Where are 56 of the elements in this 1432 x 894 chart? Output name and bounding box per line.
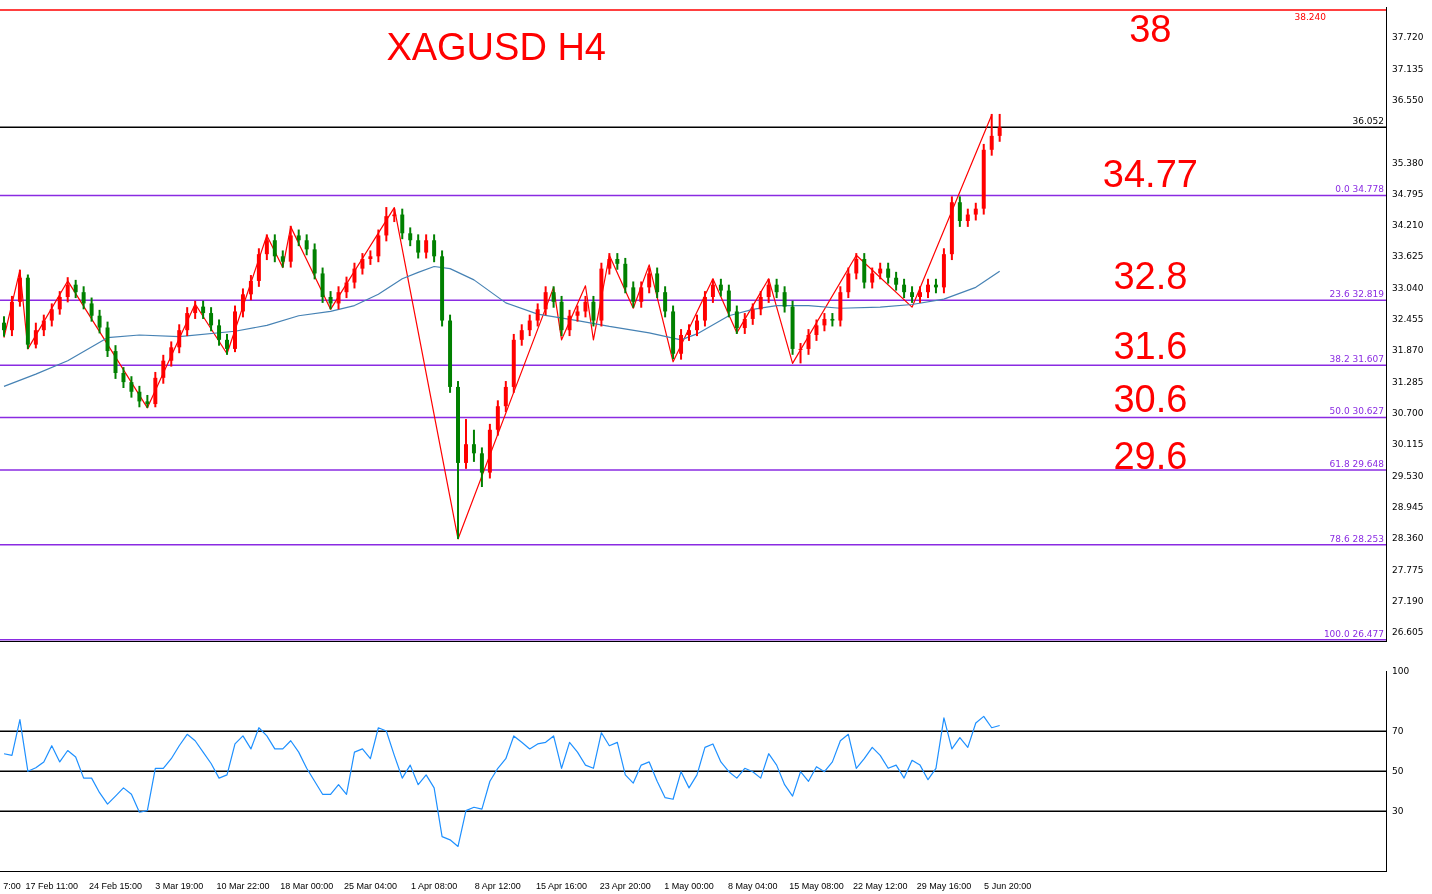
y-tick-label: 32.455 [1392, 314, 1424, 325]
ref-line-label: 38.2 31.607 [1329, 353, 1384, 364]
x-tick-label: 22 May 12:00 [852, 881, 908, 892]
x-tick-label: 7:00 [3, 881, 21, 892]
text: XAGUSD H4 [386, 26, 606, 69]
x-tick-label: 1 Apr 08:00 [411, 881, 458, 892]
x-tick-label: 25 Mar 04:00 [343, 881, 397, 892]
x-tick-label: 15 May 08:00 [789, 881, 844, 892]
x-tick-label: 3 Mar 19:00 [155, 881, 204, 892]
y-tick-label: 33.625 [1392, 251, 1424, 262]
annotation: 34.77 [1102, 153, 1198, 196]
x-tick-label: 10 Mar 22:00 [216, 881, 270, 892]
x-tick-label: 15 Apr 16:00 [536, 881, 588, 892]
y-tick-label: 31.870 [1392, 345, 1424, 356]
y-tick-label: 28.945 [1392, 501, 1424, 512]
y-tick-label: 100 [1392, 665, 1410, 676]
y-tick-label: 28.360 [1392, 533, 1424, 544]
y-tick-label: 30.700 [1392, 408, 1424, 419]
annotation: 30.6 [1113, 378, 1188, 421]
y-tick-label: 37.720 [1392, 32, 1424, 43]
x-tick-label: 8 Apr 12:00 [474, 881, 521, 892]
x-tick-label: 24 Feb 15:00 [88, 881, 143, 892]
annotation: 31.6 [1113, 325, 1188, 368]
x-tick-label: 23 Apr 20:00 [599, 881, 651, 892]
ref-line-label: 38.240 [1294, 11, 1327, 22]
ref-line-label: 50.0 30.627 [1329, 406, 1384, 417]
y-tick-label: 50 [1392, 765, 1404, 776]
ref-line-label: 61.8 29.648 [1329, 458, 1385, 469]
y-tick-label: 37.135 [1392, 63, 1424, 74]
y-tick-label: 34.210 [1392, 220, 1424, 231]
y-tick-label: 26.605 [1392, 627, 1424, 638]
y-tick-label: 31.285 [1392, 376, 1424, 387]
annotation: 32.8 [1113, 255, 1188, 298]
y-tick-label: 27.775 [1392, 564, 1424, 575]
annotation: 29.6 [1113, 435, 1188, 478]
x-tick-label: 1 May 00:00 [664, 881, 714, 892]
ref-line-label: 0.0 34.778 [1335, 184, 1385, 195]
ref-line-label: 36.052 [1352, 116, 1384, 127]
x-tick-label: 17 Feb 11:00 [25, 881, 78, 892]
y-tick-label: 36.550 [1392, 94, 1424, 105]
x-tick-label: 18 Mar 00:00 [280, 881, 334, 892]
x-tick-label: 29 May 16:00 [916, 881, 972, 892]
annotation: 38 [1129, 8, 1172, 51]
ref-line-label: 100.0 26.477 [1323, 628, 1384, 639]
ref-line-label: 78.6 28.253 [1329, 533, 1384, 544]
x-tick-label: 8 May 04:00 [727, 881, 778, 892]
x-tick-label: 5 Jun 20:00 [984, 881, 1032, 892]
y-tick-label: 29.530 [1392, 470, 1424, 481]
y-tick-label: 35.380 [1392, 157, 1424, 168]
ref-line-label: 23.6 32.819 [1329, 289, 1385, 300]
y-tick-label: 30 [1392, 805, 1404, 816]
y-tick-label: 70 [1392, 725, 1404, 736]
y-tick-label: 33.040 [1392, 282, 1424, 293]
y-tick-label: 30.115 [1392, 439, 1424, 450]
y-tick-label: 34.795 [1392, 188, 1424, 199]
y-tick-label: 27.190 [1392, 595, 1424, 606]
